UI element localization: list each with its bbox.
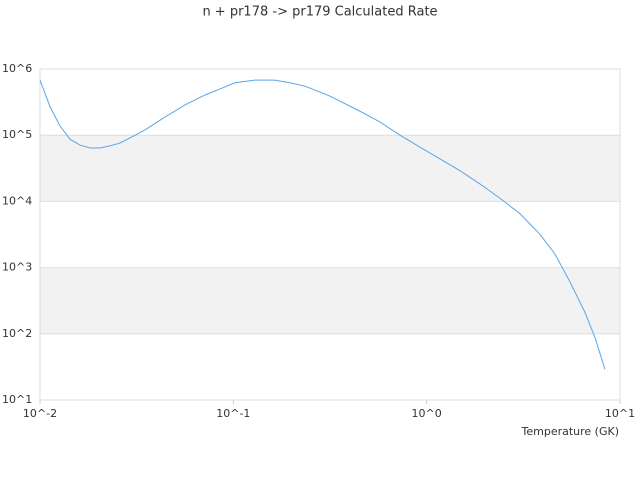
x-tick-label: 10^0 <box>412 407 442 420</box>
x-tick-label: 10^-2 <box>23 407 57 420</box>
x-tick-label: 10^1 <box>605 407 635 420</box>
y-tick-label: 10^2 <box>2 327 32 340</box>
y-tick-label: 10^5 <box>2 128 32 141</box>
data-line <box>39 79 606 370</box>
chart-title: n + pr178 -> pr179 Calculated Rate <box>202 5 437 20</box>
y-tick-label: 10^4 <box>2 194 32 207</box>
x-tick-label: 10^-1 <box>216 407 250 420</box>
grid-band <box>40 135 620 202</box>
y-tick-label: 10^3 <box>2 261 32 274</box>
plot-border <box>39 68 621 401</box>
x-axis-label: Temperature (GK) <box>521 425 620 438</box>
y-tick-label: 10^6 <box>2 62 32 75</box>
y-tick-label: 10^1 <box>2 393 32 406</box>
grid-band <box>40 267 620 334</box>
